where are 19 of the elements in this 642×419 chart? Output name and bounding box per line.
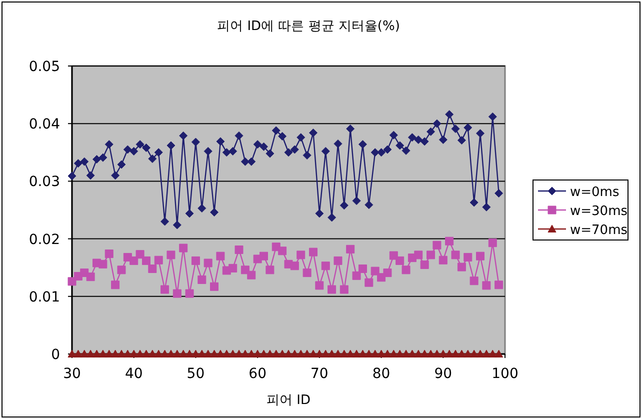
x-tick-label: 30 xyxy=(63,366,81,382)
x-tick-label: 90 xyxy=(434,366,452,382)
legend-label: w=70ms xyxy=(570,223,628,238)
x-tick-label: 70 xyxy=(310,366,328,382)
y-tick-label: 0 xyxy=(51,347,60,363)
x-tick-label: 100 xyxy=(492,366,518,382)
y-tick-label: 0.03 xyxy=(28,174,60,190)
x-tick-label: 40 xyxy=(124,366,143,382)
x-tick-label: 50 xyxy=(186,366,205,382)
y-tick-label: 0.04 xyxy=(28,116,60,133)
y-tick-label: 0.01 xyxy=(28,289,60,306)
x-tick-label: 60 xyxy=(248,366,266,382)
chart-title: 피어 ID에 따른 평균 지터율(%) xyxy=(217,19,400,34)
legend-label: w=0ms xyxy=(570,185,620,200)
x-tick-label: 80 xyxy=(372,366,390,382)
x-axis-title: 피어 ID xyxy=(266,393,310,408)
y-tick-label: 0.05 xyxy=(28,59,60,75)
legend-label: w=30ms xyxy=(570,204,628,219)
y-tick-label: 0.02 xyxy=(28,232,60,248)
